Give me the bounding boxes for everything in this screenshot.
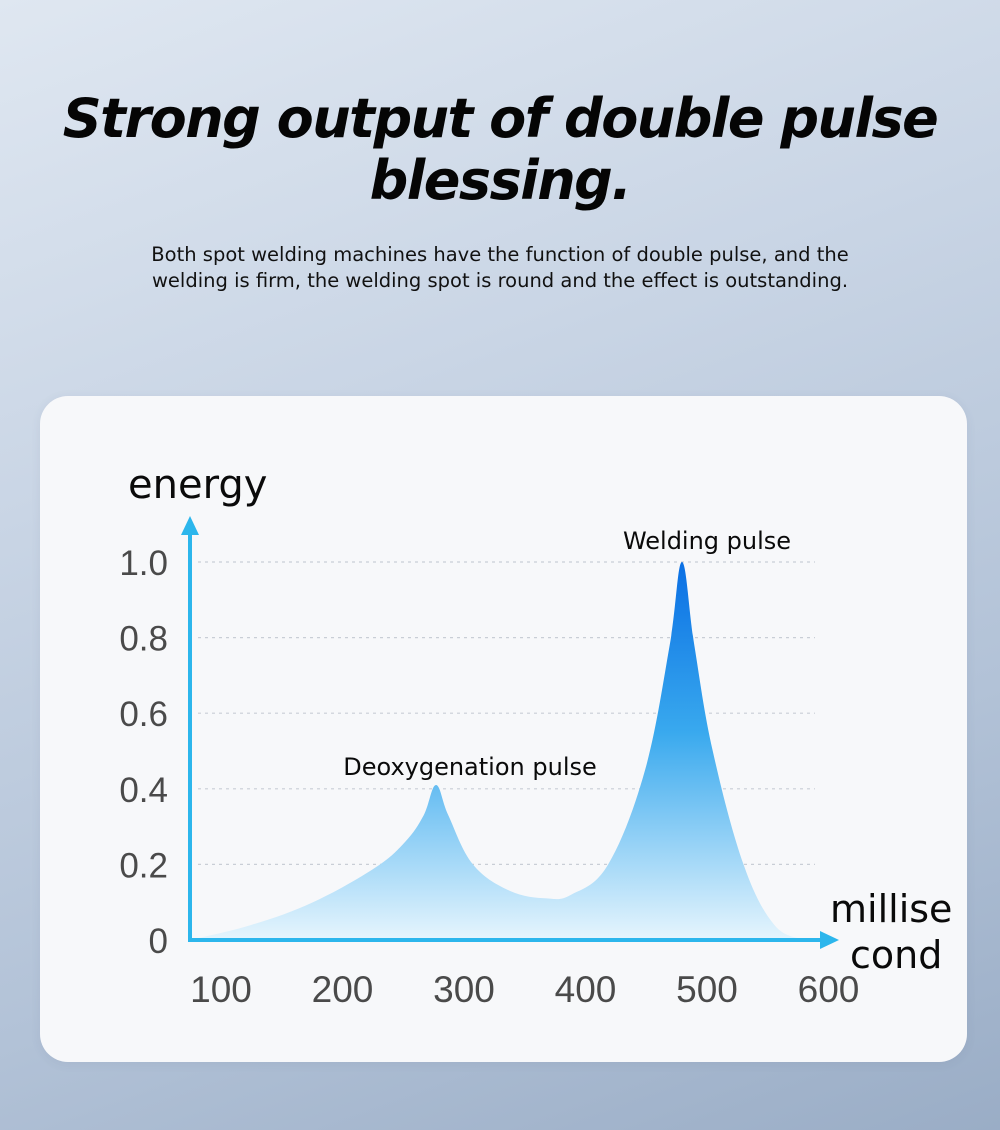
x-tick-label: 400 — [555, 969, 617, 1010]
axes — [181, 516, 839, 949]
y-tick-label: 1.0 — [119, 544, 168, 583]
x-tick-label: 600 — [798, 969, 860, 1010]
y-tick-label: 0.2 — [119, 846, 168, 885]
grid-lines — [198, 561, 815, 866]
annotation-label: Deoxygenation pulse — [343, 753, 597, 781]
y-axis-arrow-icon — [181, 516, 199, 535]
annotations: Deoxygenation pulse Welding pulse — [343, 527, 791, 781]
y-tick-label: 0.8 — [119, 620, 168, 659]
y-axis-label: energy — [128, 462, 267, 508]
y-tick-label: 0.6 — [119, 695, 168, 734]
y-tick-label: 0.4 — [119, 771, 168, 810]
x-tick-label: 200 — [312, 969, 374, 1010]
headline: Strong output of double pulse blessing. — [62, 87, 939, 212]
x-tick-label: 300 — [433, 969, 495, 1010]
x-axis-label-line-2: cond — [850, 933, 942, 977]
x-axis-label-line-1: millise — [830, 887, 952, 931]
energy-area — [190, 562, 805, 940]
x-tick-label: 100 — [190, 969, 252, 1010]
x-axis-arrow-icon — [820, 931, 839, 949]
x-tick-labels: 100 200 300 400 500 600 — [190, 969, 859, 1010]
y-tick-label: 0 — [149, 922, 168, 961]
chart-card — [40, 396, 967, 1062]
description: Both spot welding machines have the func… — [151, 243, 849, 292]
annotation-label: Welding pulse — [623, 527, 791, 555]
y-tick-labels: 0 0.2 0.4 0.6 0.8 1.0 — [119, 544, 168, 961]
x-tick-label: 500 — [676, 969, 738, 1010]
